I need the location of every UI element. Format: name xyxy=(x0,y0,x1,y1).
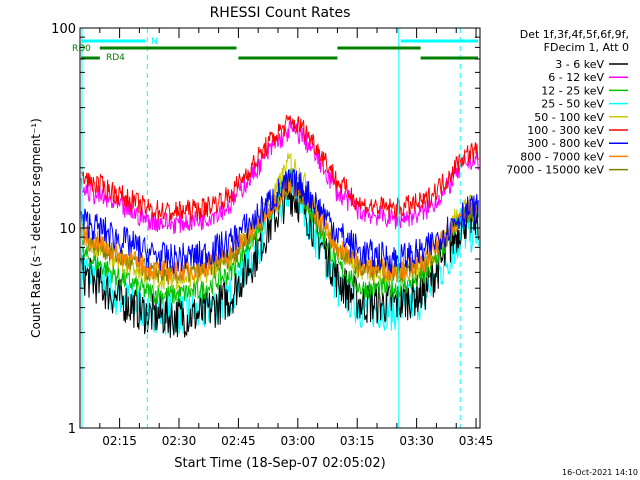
x-tick-label: 02:15 xyxy=(102,434,137,448)
legend-label: 7000 - 15000 keV xyxy=(506,164,604,177)
legend-label: 3 - 6 keV xyxy=(555,58,604,71)
x-tick-label: 02:45 xyxy=(221,434,256,448)
x-tick-label: 03:45 xyxy=(459,434,494,448)
flag-label-n: N xyxy=(151,37,158,47)
x-axis-label: Start Time (18-Sep-07 02:05:02) xyxy=(174,456,385,471)
x-tick-label: 03:00 xyxy=(281,434,316,448)
series-line xyxy=(80,120,479,235)
flag-label-rd0: RD0 xyxy=(72,44,91,54)
y-tick-label: 1 xyxy=(68,422,76,437)
legend-label: 6 - 12 keV xyxy=(548,71,604,84)
legend-header-line-1: Det 1f,3f,4f,5f,6f,9f, xyxy=(520,28,629,41)
series-line xyxy=(80,152,479,290)
y-axis-label: Count Rate (s⁻¹ detector segment⁻¹) xyxy=(29,118,43,338)
plot-frame xyxy=(79,27,481,429)
x-tick-label: 02:30 xyxy=(162,434,197,448)
legend-label: 800 - 7000 keV xyxy=(520,150,604,163)
plot-data-layer xyxy=(80,114,479,338)
legend-label: 300 - 800 keV xyxy=(527,137,604,150)
legend: Det 1f,3f,4f,5f,6f,9f, FDecim 1, Att 0 3… xyxy=(506,28,629,177)
legend-label: 100 - 300 keV xyxy=(527,124,604,137)
legend-label: 25 - 50 keV xyxy=(541,98,604,111)
y-tick-label: 10 xyxy=(59,222,76,237)
chart-title: RHESSI Count Rates xyxy=(210,5,351,21)
y-tick-label: 100 xyxy=(51,22,76,37)
axis-ticks: 02:15 02:30 02:45 03:00 03:15 03:30 03:45 1 10 10… xyxy=(51,22,493,448)
x-tick-label: 03:15 xyxy=(340,434,375,448)
flag-label-rd4: RD4 xyxy=(106,53,125,63)
series-line xyxy=(80,168,479,275)
legend-header-line-2: FDecim 1, Att 0 xyxy=(544,41,629,54)
footer-timestamp: 16-Oct-2021 14:10 xyxy=(562,468,638,477)
x-tick-label: 03:30 xyxy=(399,434,434,448)
series-line xyxy=(80,168,479,305)
legend-label: 50 - 100 keV xyxy=(534,111,604,124)
attenuator-flags xyxy=(81,28,479,428)
legend-label: 12 - 25 keV xyxy=(541,84,604,97)
